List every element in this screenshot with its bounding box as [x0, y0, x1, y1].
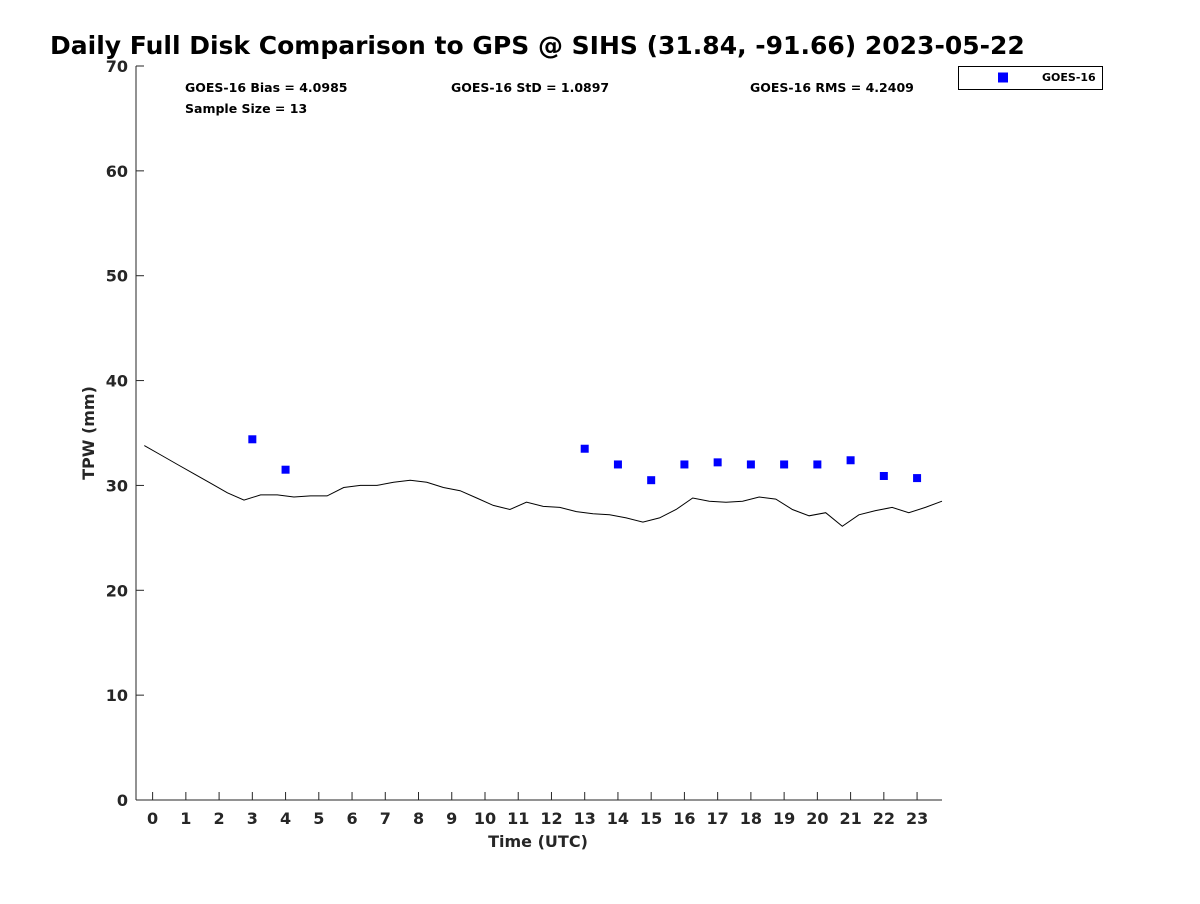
x-tick-label: 3 [247, 809, 258, 828]
x-tick-label: 4 [280, 809, 291, 828]
y-tick-label: 70 [106, 57, 128, 76]
x-axis-label: Time (UTC) [488, 832, 588, 851]
goes16-point [580, 444, 589, 453]
x-tick-label: 8 [413, 809, 424, 828]
x-tick-label: 19 [773, 809, 795, 828]
goes16-point [248, 435, 257, 444]
y-tick-label: 10 [106, 686, 128, 705]
x-tick-label: 15 [640, 809, 662, 828]
gps-line-series [144, 445, 943, 527]
y-tick-label: 40 [106, 372, 128, 391]
y-axis-label: TPW (mm) [79, 386, 98, 480]
y-tick-label: 0 [117, 791, 128, 810]
rms-stat: GOES-16 RMS = 4.2409 [750, 80, 914, 95]
x-tick-label: 0 [147, 809, 158, 828]
x-tick-label: 11 [507, 809, 529, 828]
x-tick-label: 18 [740, 809, 762, 828]
x-tick-label: 13 [574, 809, 596, 828]
x-tick-label: 17 [707, 809, 729, 828]
goes16-point [813, 460, 822, 469]
goes16-point [780, 460, 789, 469]
x-tick-label: 22 [873, 809, 895, 828]
goes16-scatter-series [248, 435, 922, 485]
y-tick-label: 30 [106, 476, 128, 495]
legend-box [958, 66, 1103, 90]
x-tick-label: 7 [380, 809, 391, 828]
chart-title: Daily Full Disk Comparison to GPS @ SIHS… [50, 31, 1025, 60]
x-tick-label: 5 [313, 809, 324, 828]
x-tick-label: 23 [906, 809, 928, 828]
y-tick-label: 60 [106, 162, 128, 181]
goes16-point [613, 460, 622, 469]
y-tick-label: 50 [106, 267, 128, 286]
x-tick-label: 1 [180, 809, 191, 828]
x-tick-label: 2 [214, 809, 225, 828]
x-tick-label: 9 [446, 809, 457, 828]
gps-tpw-line [144, 445, 943, 527]
goes16-point [879, 471, 888, 480]
goes16-point [680, 460, 689, 469]
legend: GOES-16 [958, 66, 1103, 90]
bias-stat: GOES-16 Bias = 4.0985 [185, 80, 347, 95]
x-tick-label: 21 [839, 809, 861, 828]
sample-size-stat: Sample Size = 13 [185, 101, 307, 116]
x-tick-label: 20 [806, 809, 828, 828]
goes16-point [713, 458, 722, 467]
goes16-point [846, 456, 855, 465]
x-tick-label: 10 [474, 809, 496, 828]
goes16-point [913, 474, 922, 483]
x-tick-label: 12 [540, 809, 562, 828]
std-stat: GOES-16 StD = 1.0897 [451, 80, 609, 95]
legend-marker-goes16 [998, 72, 1008, 83]
goes16-point [746, 460, 755, 469]
goes16-point [647, 476, 656, 485]
x-tick-label: 16 [673, 809, 695, 828]
goes16-point [281, 465, 290, 474]
y-tick-label: 20 [106, 581, 128, 600]
x-tick-label: 6 [346, 809, 357, 828]
legend-label-goes16: GOES-16 [1042, 71, 1096, 84]
x-tick-label: 14 [607, 809, 629, 828]
